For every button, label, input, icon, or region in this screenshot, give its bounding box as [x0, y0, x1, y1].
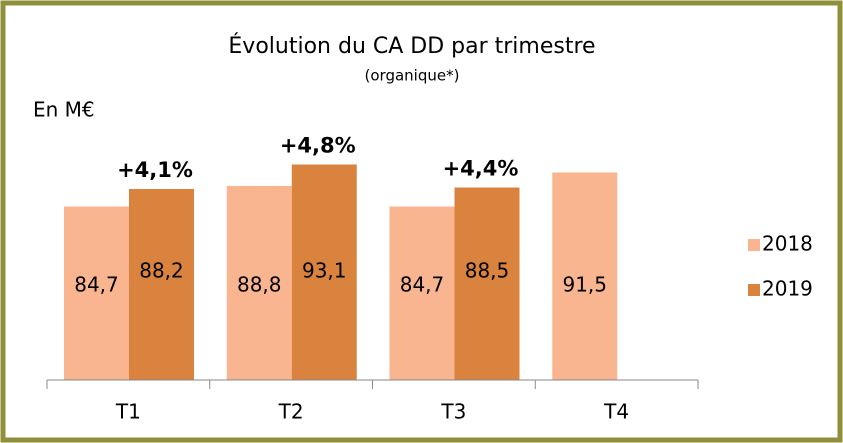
- bar: [291, 164, 357, 380]
- growth-label: +4,8%: [280, 134, 356, 158]
- bar: [454, 187, 520, 380]
- x-tick-label: T1: [115, 400, 141, 424]
- value-label: 93,1: [302, 259, 347, 283]
- bar: [226, 186, 292, 380]
- growth-label: +4,1%: [117, 158, 193, 182]
- legend-label: 2019: [762, 277, 813, 301]
- legend-label: 2018: [762, 232, 813, 256]
- chart-subtitle: (organique*): [365, 67, 460, 85]
- bar: [129, 189, 194, 380]
- value-label: 91,5: [562, 273, 607, 297]
- bar: [389, 206, 455, 380]
- value-label: 88,8: [237, 273, 282, 297]
- chart-title: Évolution du CA DD par trimestre: [228, 33, 595, 59]
- value-label: 84,7: [400, 273, 445, 297]
- value-label: 88,5: [465, 259, 510, 283]
- x-tick-label: T2: [278, 400, 304, 424]
- x-tick-label: T3: [440, 400, 466, 424]
- legend-swatch: [748, 284, 760, 296]
- unit-label: En M€: [33, 98, 95, 122]
- bar: [552, 172, 618, 380]
- bar: [64, 206, 129, 380]
- growth-label: +4,4%: [443, 157, 519, 181]
- legend-swatch: [748, 239, 760, 251]
- x-tick-label: T4: [603, 400, 629, 424]
- value-label: 88,2: [139, 259, 184, 283]
- value-label: 84,7: [74, 273, 119, 297]
